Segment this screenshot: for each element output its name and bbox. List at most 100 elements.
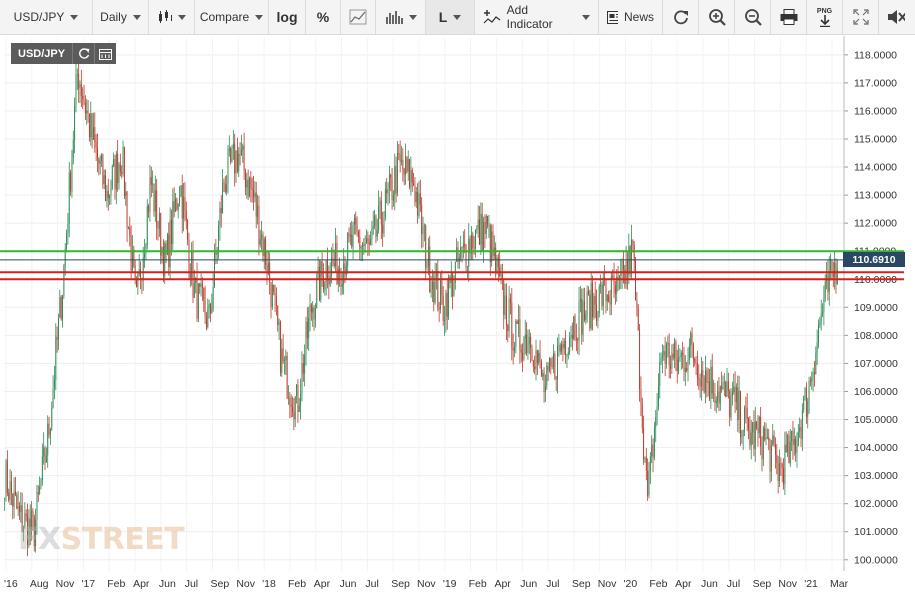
candle-body (133, 249, 135, 266)
candle-body (727, 381, 729, 391)
candle-body (791, 430, 793, 442)
candle-body (313, 307, 315, 320)
candle-body (446, 293, 448, 317)
candle-body (527, 344, 529, 353)
candle-body (544, 385, 546, 393)
chart-area[interactable]: 118.0000 117.0000 116.0000 115.0000 114.0000… (0, 36, 915, 595)
candle-body (158, 212, 160, 229)
candle-body (764, 428, 766, 440)
candle-body (586, 290, 588, 315)
x-tick-label: Nov (56, 578, 75, 590)
candle-body (713, 393, 715, 395)
x-tick-label: Jun (701, 578, 718, 590)
candle-body (425, 225, 427, 268)
candle-body (156, 190, 158, 228)
mute-button[interactable] (879, 0, 913, 34)
candle-body (504, 295, 506, 315)
candle-body (4, 498, 6, 499)
candle-body (407, 159, 409, 172)
candle-body (110, 188, 112, 196)
refresh-button[interactable] (663, 0, 699, 34)
candle-body (488, 224, 490, 226)
candle-body (722, 382, 724, 390)
news-button[interactable]: News (599, 0, 663, 34)
candle-body (18, 506, 20, 512)
candle-body (337, 269, 339, 285)
candle-body (328, 280, 330, 285)
candle-body (694, 358, 696, 363)
candle-body (737, 387, 739, 421)
candle-body (593, 296, 595, 318)
candle-body (310, 304, 312, 313)
symbol-selector[interactable]: USD/JPY (0, 0, 93, 34)
candle-body (173, 201, 175, 212)
candle-body (684, 368, 686, 372)
zoom-out-button[interactable] (735, 0, 771, 34)
candle-body (780, 463, 782, 465)
candle-body (282, 348, 284, 362)
candle-body (261, 234, 263, 239)
candle-body (519, 319, 521, 350)
candle-body (103, 175, 105, 185)
candle-body (149, 177, 151, 212)
candle-body (211, 307, 213, 314)
drawing-tool-button[interactable] (341, 0, 376, 34)
candle-body (784, 444, 786, 485)
percent-scale-button[interactable]: % (306, 0, 341, 34)
candle-body (577, 339, 579, 341)
candle-body (12, 493, 14, 507)
line-style-selector[interactable]: L (426, 0, 475, 34)
candle-body (321, 261, 323, 277)
candle-body (63, 265, 65, 296)
candle-body (696, 363, 698, 379)
candle-body (621, 260, 623, 275)
candle-body (395, 166, 397, 194)
candle-body (706, 370, 708, 383)
png-export-button[interactable]: PNG (807, 0, 843, 34)
log-scale-button[interactable]: log (269, 0, 306, 34)
x-tick-label: Apr (494, 578, 511, 590)
x-tick-label: Jun (340, 578, 357, 590)
volume-selector[interactable] (376, 0, 426, 34)
print-button[interactable] (771, 0, 807, 34)
candle-body (91, 113, 93, 140)
candle-body (75, 74, 77, 107)
chart-type-selector[interactable] (149, 0, 195, 34)
x-tick-label: Jun (159, 578, 176, 590)
interval-selector[interactable]: Daily (93, 0, 149, 34)
candle-body (628, 246, 630, 275)
candle-body (166, 234, 168, 255)
compare-button[interactable]: Compare (195, 0, 269, 34)
candle-body (641, 403, 643, 429)
candle-body (497, 257, 499, 267)
calendar-button[interactable] (94, 43, 117, 64)
candle-body (758, 416, 760, 434)
candle-body (710, 366, 712, 399)
fullscreen-button[interactable] (843, 0, 879, 34)
zoom-in-icon (708, 9, 726, 26)
candle-body (836, 269, 838, 285)
candle-body (419, 193, 421, 205)
candle-body (500, 273, 502, 276)
candle-body (501, 273, 503, 281)
x-tick-label: '17 (81, 578, 95, 590)
candle-body (127, 227, 129, 229)
candle-body (597, 313, 599, 322)
candle-body (205, 317, 207, 328)
candle-body (540, 361, 542, 377)
price-chart[interactable]: 118.0000 117.0000 116.0000 115.0000 114.0000… (0, 36, 915, 595)
candle-body (738, 391, 740, 421)
candle-body (553, 353, 554, 367)
candle-body (590, 283, 592, 329)
candle-body (372, 225, 374, 229)
candle-body (631, 239, 632, 274)
zoom-in-button[interactable] (699, 0, 735, 34)
candle-body (711, 366, 713, 394)
candle-body (714, 393, 716, 404)
candle-body (617, 276, 619, 279)
candle-body (718, 391, 720, 404)
add-indicator-button[interactable]: Add Indicator (475, 0, 599, 34)
candle-body (392, 195, 394, 201)
reload-chart-button[interactable] (72, 43, 95, 64)
candle-body (239, 154, 241, 156)
